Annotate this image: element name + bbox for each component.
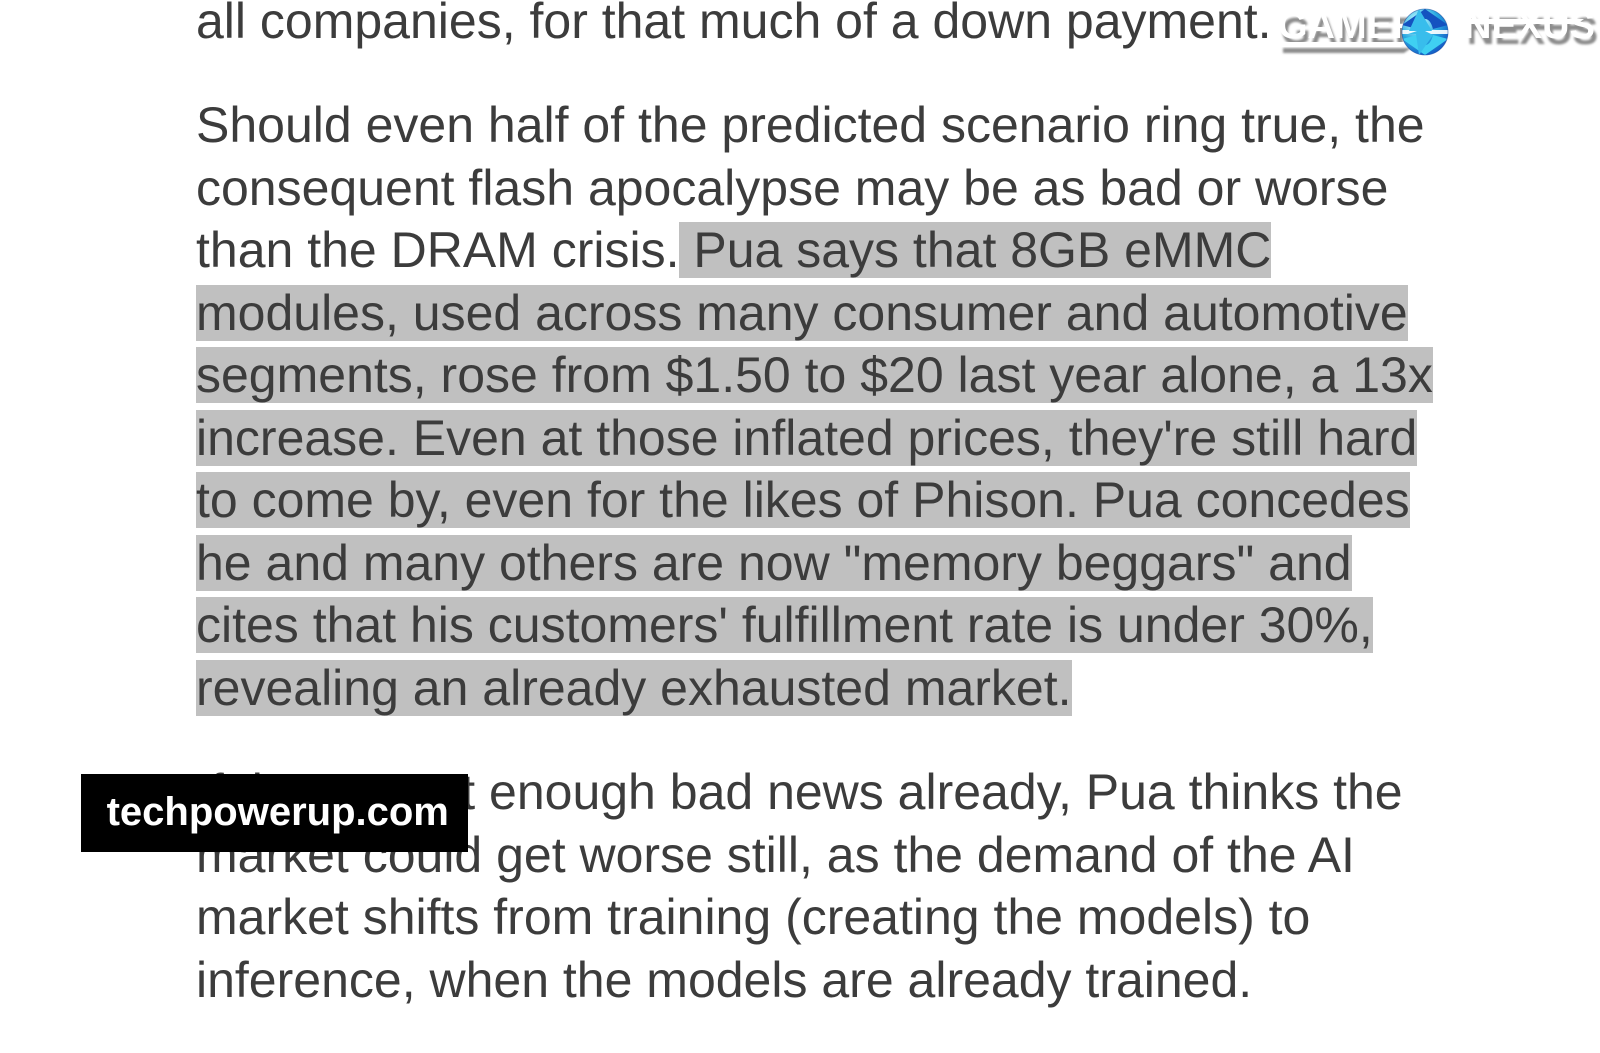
svg-text:NEXUS: NEXUS — [1464, 5, 1595, 47]
